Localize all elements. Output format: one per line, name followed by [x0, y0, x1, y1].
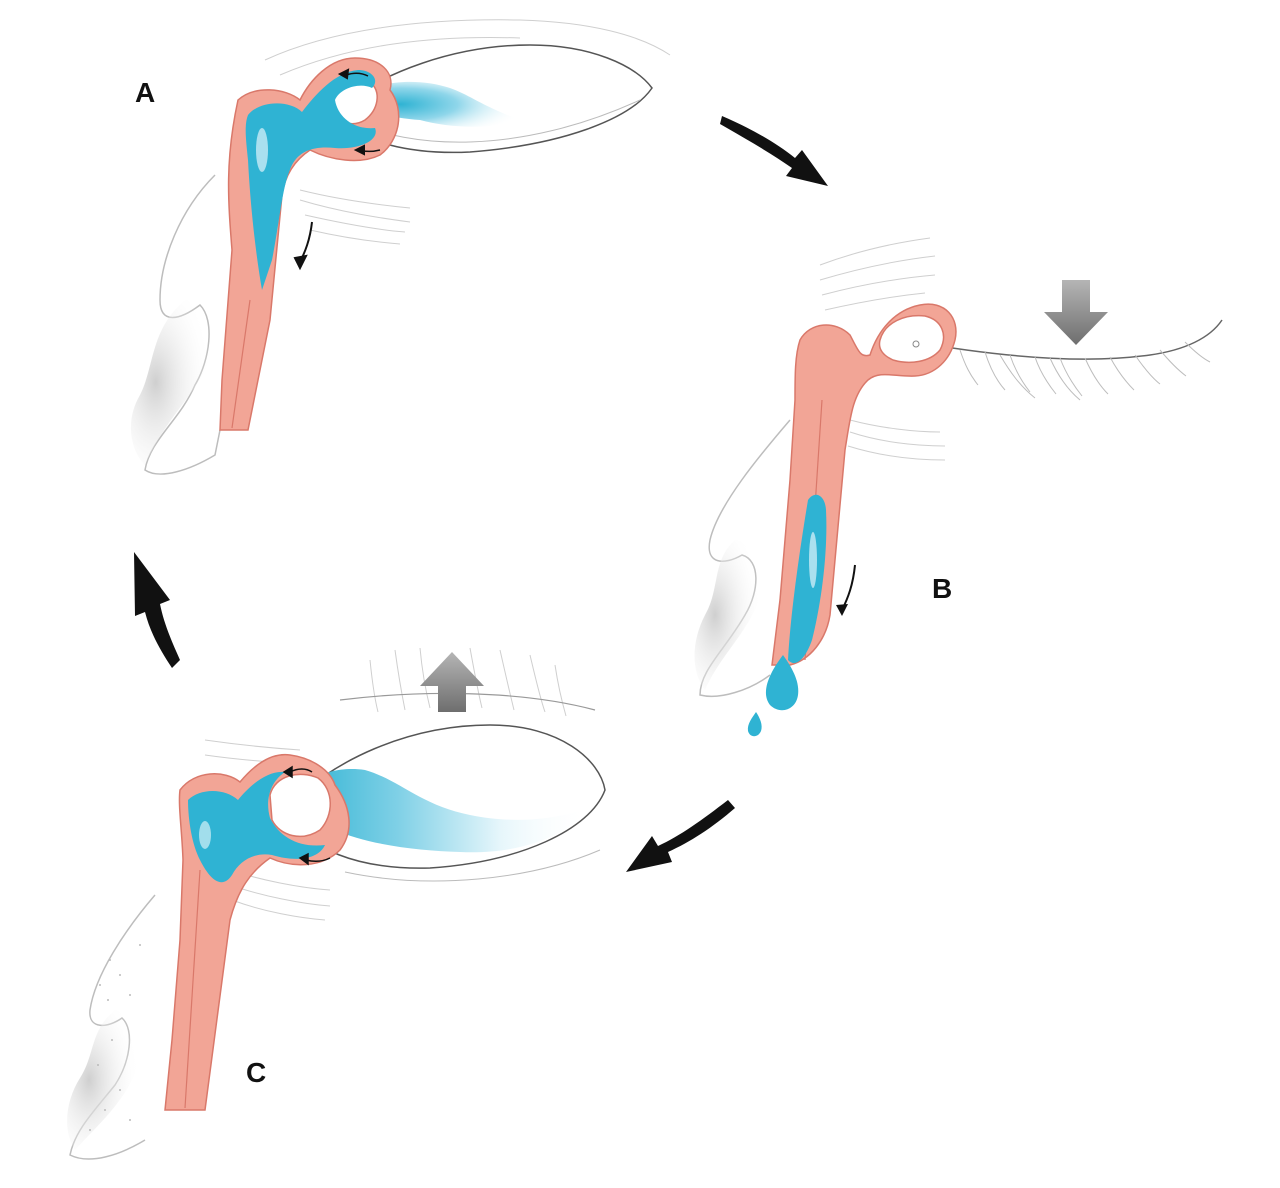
nose-profile-a	[130, 174, 221, 475]
tear-fluid-b	[747, 494, 827, 737]
tear-drop-small	[747, 712, 762, 737]
tear-drop-large	[765, 655, 799, 711]
cycle-arrow-c-to-a	[134, 552, 180, 668]
panel-b: B	[694, 237, 1223, 737]
cycle-arrows	[134, 116, 828, 872]
nose-profile-c	[67, 894, 156, 1160]
tear-fluid-sac-c	[188, 771, 325, 883]
panel-a: A	[130, 19, 671, 475]
tear-film-a	[360, 81, 520, 127]
cycle-arrow-a-to-b	[720, 116, 828, 186]
tear-fluid-sac-a	[245, 70, 376, 290]
closed-eyelid-b	[914, 319, 1223, 401]
flow-arrow-b	[836, 564, 856, 616]
cycle-arrow-b-to-c	[626, 800, 735, 872]
panel-label-a: A	[135, 77, 155, 108]
flow-arrows-c	[282, 765, 331, 866]
eyelid-open-force-arrow	[420, 652, 484, 712]
panel-label-b: B	[932, 573, 952, 604]
tear-film-c	[295, 769, 588, 853]
eyelid-close-force-arrow	[1044, 280, 1108, 345]
panel-c: C	[67, 647, 606, 1160]
brow-sketch-lines-a	[264, 19, 671, 245]
flow-arrows-a	[293, 68, 381, 271]
brow-sketch-lines-b	[819, 237, 946, 461]
nose-profile-b	[694, 419, 791, 697]
panel-label-c: C	[246, 1057, 266, 1088]
